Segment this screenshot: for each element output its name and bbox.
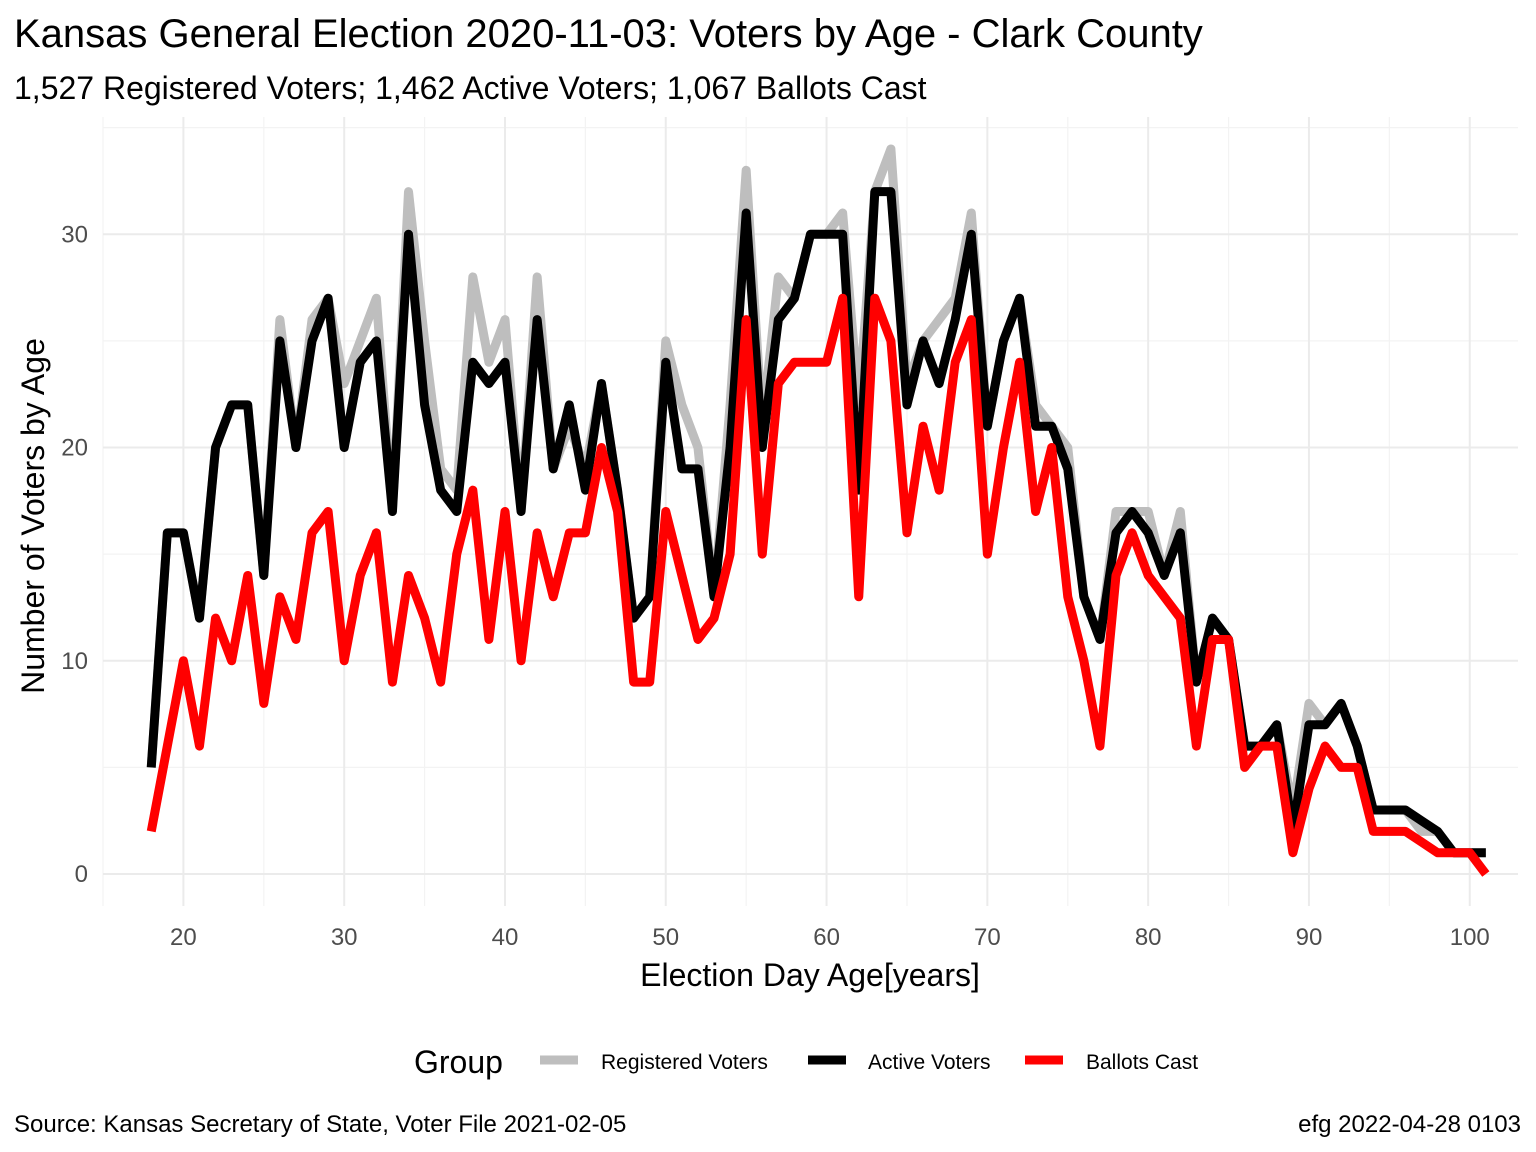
y-tick-label: 20	[61, 435, 88, 462]
legend-title: Group	[414, 1044, 503, 1080]
x-tick-label: 30	[331, 924, 358, 951]
series-line-registered-voters	[146, 144, 1486, 858]
y-tick-label: 10	[61, 648, 88, 675]
series-layer	[146, 144, 1490, 877]
credit-caption: efg 2022-04-28 0103	[1298, 1111, 1521, 1138]
chart-subtitle: 1,527 Registered Voters; 1,462 Active Vo…	[14, 70, 927, 106]
x-tick-label: 20	[170, 924, 197, 951]
x-tick-label: 40	[492, 924, 519, 951]
x-axis-label: Election Day Age[years]	[640, 957, 980, 993]
source-caption: Source: Kansas Secretary of State, Voter…	[14, 1111, 626, 1138]
legend-label-active: Active Voters	[868, 1051, 991, 1074]
y-axis-ticks: 0 10 20 30	[61, 221, 88, 888]
y-tick-label: 30	[61, 221, 88, 248]
y-axis-label: Number of Voters by Age	[15, 338, 51, 694]
x-tick-label: 60	[813, 924, 840, 951]
legend-label-ballots: Ballots Cast	[1086, 1051, 1198, 1074]
plot-area	[102, 117, 1518, 906]
x-axis-ticks: 20 30 40 50 60 70 80 90 100	[170, 924, 1490, 951]
x-tick-label: 80	[1135, 924, 1162, 951]
chart-title: Kansas General Election 2020-11-03: Vote…	[14, 12, 1203, 56]
legend: Group Registered Voters Active Voters Ba…	[414, 1044, 1198, 1080]
series-line-ballots-cast	[146, 293, 1490, 877]
legend-label-registered: Registered Voters	[601, 1051, 768, 1074]
x-tick-label: 70	[974, 924, 1001, 951]
series-line-active-voters	[146, 187, 1486, 858]
y-tick-label: 0	[75, 861, 88, 888]
x-tick-label: 90	[1296, 924, 1323, 951]
x-tick-label: 50	[652, 924, 679, 951]
x-tick-label: 100	[1450, 924, 1490, 951]
